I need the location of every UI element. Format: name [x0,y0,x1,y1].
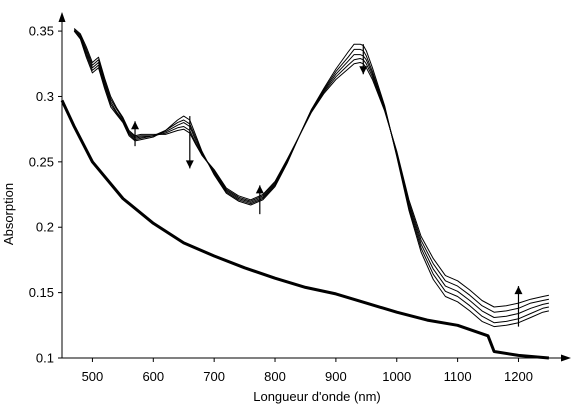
x-tick-label: 1200 [504,369,533,384]
x-tick-label: 1100 [444,369,472,384]
trend-arrow-head [255,185,264,194]
plot-area [60,28,550,360]
y-tick-label: 0.1 [36,351,54,366]
y-tick-label: 0.35 [29,24,54,39]
trend-arrow-head [359,66,368,75]
x-axis-arrowhead [561,354,571,362]
y-axis-title: Absorption [1,183,16,245]
spectrum-series-line [73,29,550,313]
spectrum-series-line [73,28,550,308]
y-tick-label: 0.2 [36,220,54,235]
y-tick-label: 0.3 [36,89,54,104]
x-tick-label: 1000 [382,369,411,384]
x-tick-label: 900 [325,369,347,384]
x-tick-label: 500 [82,369,104,384]
spectrum-series-line [73,29,550,318]
y-axis-arrowhead [58,12,66,22]
x-axis-title: Longueur d'onde (nm) [253,389,381,404]
trend-arrow-head [185,160,194,169]
spectrum-series-line [73,30,550,328]
axes: 0.1 0.15 0.2 0.25 0.3 0.35 500 600 700 800 900 1000… [29,12,571,384]
y-tick-label: 0.25 [29,154,54,169]
baseline-series-line [60,99,550,360]
spectrum-series-line [73,30,550,324]
x-tick-label: 800 [264,369,286,384]
trend-arrow-head [514,286,523,295]
x-tick-label: 700 [203,369,225,384]
y-tick-label: 0.15 [29,285,54,300]
x-tick-label: 600 [142,369,164,384]
trend-arrow-head [131,121,140,130]
